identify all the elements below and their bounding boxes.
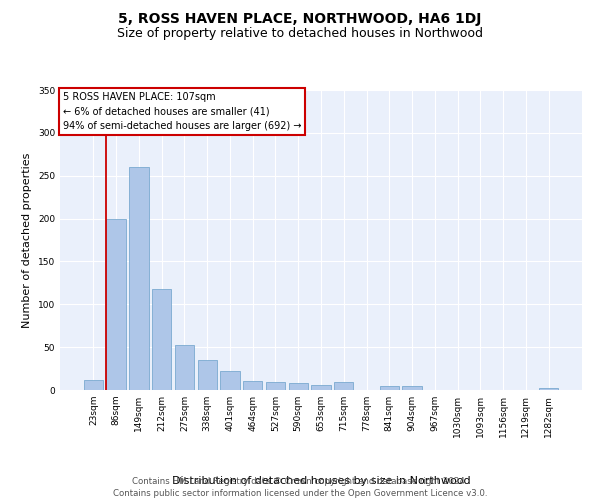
Bar [380, 386, 399, 390]
Text: Size of property relative to detached houses in Northwood: Size of property relative to detached ho… [117, 28, 483, 40]
Text: Contains HM Land Registry data © Crown copyright and database right 2024.
Contai: Contains HM Land Registry data © Crown c… [113, 476, 487, 498]
Bar [106, 218, 126, 390]
Bar [129, 167, 149, 390]
Bar [289, 383, 308, 390]
Text: 5, ROSS HAVEN PLACE, NORTHWOOD, HA6 1DJ: 5, ROSS HAVEN PLACE, NORTHWOOD, HA6 1DJ [118, 12, 482, 26]
Bar [311, 385, 331, 390]
Bar [84, 380, 103, 390]
Bar [243, 382, 262, 390]
Bar [220, 371, 239, 390]
Bar [197, 360, 217, 390]
Bar [175, 344, 194, 390]
Bar [334, 382, 353, 390]
Text: 5 ROSS HAVEN PLACE: 107sqm
← 6% of detached houses are smaller (41)
94% of semi-: 5 ROSS HAVEN PLACE: 107sqm ← 6% of detac… [62, 92, 301, 131]
Bar [539, 388, 558, 390]
Y-axis label: Number of detached properties: Number of detached properties [22, 152, 32, 328]
X-axis label: Distribution of detached houses by size in Northwood: Distribution of detached houses by size … [172, 476, 470, 486]
Bar [266, 382, 285, 390]
Bar [152, 289, 172, 390]
Bar [403, 386, 422, 390]
